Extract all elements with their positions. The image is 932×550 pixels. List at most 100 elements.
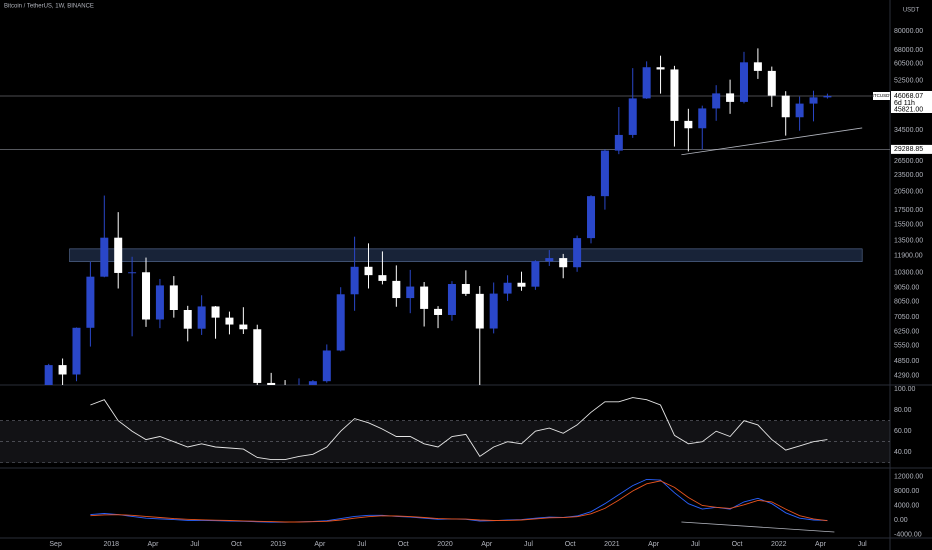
x-tick-label: Jul bbox=[524, 541, 533, 548]
candle-body bbox=[461, 284, 470, 294]
candle-body bbox=[86, 276, 95, 328]
candle-body bbox=[559, 258, 568, 268]
candle-body bbox=[211, 306, 220, 318]
y-tick-label: 34500.00 bbox=[894, 127, 923, 134]
candle-body bbox=[767, 70, 776, 96]
candle-body bbox=[72, 327, 81, 375]
candle-body bbox=[684, 120, 693, 129]
y-tick-label: 7050.00 bbox=[894, 314, 919, 321]
price-tag-box bbox=[891, 90, 932, 113]
x-tick-label: Apr bbox=[314, 541, 326, 548]
x-tick-label: Jul bbox=[357, 541, 366, 548]
candle-body bbox=[795, 103, 804, 118]
x-tick-label: Jul bbox=[691, 541, 700, 548]
candle-body bbox=[587, 196, 596, 239]
candle-body bbox=[475, 293, 484, 329]
candle-body bbox=[183, 310, 192, 329]
candle-body bbox=[336, 294, 345, 351]
candle-body bbox=[656, 67, 665, 70]
x-tick-label: Apr bbox=[481, 541, 493, 548]
y-tick-label: 8000.00 bbox=[894, 488, 919, 495]
candle-body bbox=[364, 266, 373, 276]
x-tick-label: 2022 bbox=[771, 541, 787, 548]
y-tick-label: 0.00 bbox=[894, 517, 908, 524]
candle-body bbox=[447, 284, 456, 315]
y-tick-label: 80000.00 bbox=[894, 28, 923, 35]
candle-body bbox=[503, 282, 512, 294]
price-tag-secondary: 45821.00 bbox=[894, 106, 923, 113]
candle-body bbox=[600, 150, 609, 197]
candle-body bbox=[573, 238, 582, 268]
candle-body bbox=[58, 365, 67, 375]
rsi-line bbox=[90, 397, 828, 461]
candle-body bbox=[197, 306, 206, 329]
candle-body bbox=[420, 286, 429, 309]
level-label: 29288.85 bbox=[894, 146, 923, 153]
y-tick-label: 4850.00 bbox=[894, 358, 919, 365]
x-tick-label: Oct bbox=[565, 541, 576, 548]
candle-body bbox=[378, 275, 387, 281]
candle-body bbox=[670, 69, 679, 121]
candle-body bbox=[114, 237, 123, 273]
candle-body bbox=[698, 108, 707, 129]
x-tick-label: Jul bbox=[190, 541, 199, 548]
candle-body bbox=[531, 261, 540, 287]
y-tick-label: -4000.00 bbox=[894, 531, 922, 538]
x-tick-label: Oct bbox=[732, 541, 743, 548]
candle-body bbox=[434, 308, 443, 315]
candle-body bbox=[489, 293, 498, 329]
candle-body bbox=[726, 93, 735, 102]
y-tick-label: 5550.00 bbox=[894, 342, 919, 349]
y-tick-label: 15500.00 bbox=[894, 221, 923, 228]
price-unit: USDT bbox=[903, 8, 920, 14]
x-tick-label: 2018 bbox=[103, 541, 119, 548]
price-tag-value: 46068.07 bbox=[894, 93, 923, 100]
level-label-box bbox=[891, 144, 932, 154]
signal-line bbox=[90, 480, 828, 523]
candle-body bbox=[809, 97, 818, 104]
candle-body bbox=[781, 95, 790, 118]
candle-body bbox=[267, 382, 276, 385]
candle-body bbox=[225, 317, 234, 325]
main-pane bbox=[0, 48, 890, 385]
y-tick-label: 100.00 bbox=[894, 386, 916, 393]
candle-body bbox=[155, 285, 164, 320]
candle-body bbox=[44, 365, 53, 385]
y-tick-label: 80.00 bbox=[894, 407, 912, 414]
y-tick-label: 12000.00 bbox=[894, 473, 923, 480]
candle-body bbox=[642, 67, 651, 99]
y-tick-label: 11900.00 bbox=[894, 252, 923, 259]
symbol-tag: BTCUSDT bbox=[871, 93, 893, 98]
y-tick-label: 20500.00 bbox=[894, 188, 923, 195]
candle-body bbox=[100, 237, 109, 277]
rsi-pane bbox=[0, 397, 890, 464]
x-tick-label: Oct bbox=[231, 541, 242, 548]
candle-body bbox=[545, 258, 554, 262]
candle-body bbox=[753, 62, 762, 71]
x-tick-label: Apr bbox=[648, 541, 660, 548]
candle-body bbox=[169, 285, 178, 311]
y-tick-label: 68000.00 bbox=[894, 47, 923, 54]
axes: 80000.00 68000.00 60500.00 52500.00 34500.00… bbox=[49, 28, 932, 548]
candle-body bbox=[628, 98, 637, 135]
y-tick-label: 17500.00 bbox=[894, 207, 923, 214]
price-tag-countdown: 6d 11h bbox=[894, 100, 915, 107]
y-tick-label: 60500.00 bbox=[894, 61, 923, 68]
y-tick-label: 6250.00 bbox=[894, 328, 919, 335]
y-tick-label: 13500.00 bbox=[894, 238, 923, 245]
y-tick-label: 52500.00 bbox=[894, 77, 923, 84]
resistance-zone bbox=[69, 248, 863, 262]
candle-body bbox=[253, 329, 262, 383]
y-tick-label: 4290.00 bbox=[894, 373, 919, 380]
candle-body bbox=[239, 324, 248, 330]
y-tick-label: 9050.00 bbox=[894, 285, 919, 292]
y-tick-label: 23500.00 bbox=[894, 172, 923, 179]
candle-body bbox=[517, 282, 526, 287]
trendline bbox=[681, 127, 863, 156]
candle-body bbox=[392, 280, 401, 299]
candle-body bbox=[322, 350, 331, 382]
trendline bbox=[681, 521, 835, 533]
candle-body bbox=[614, 134, 623, 151]
